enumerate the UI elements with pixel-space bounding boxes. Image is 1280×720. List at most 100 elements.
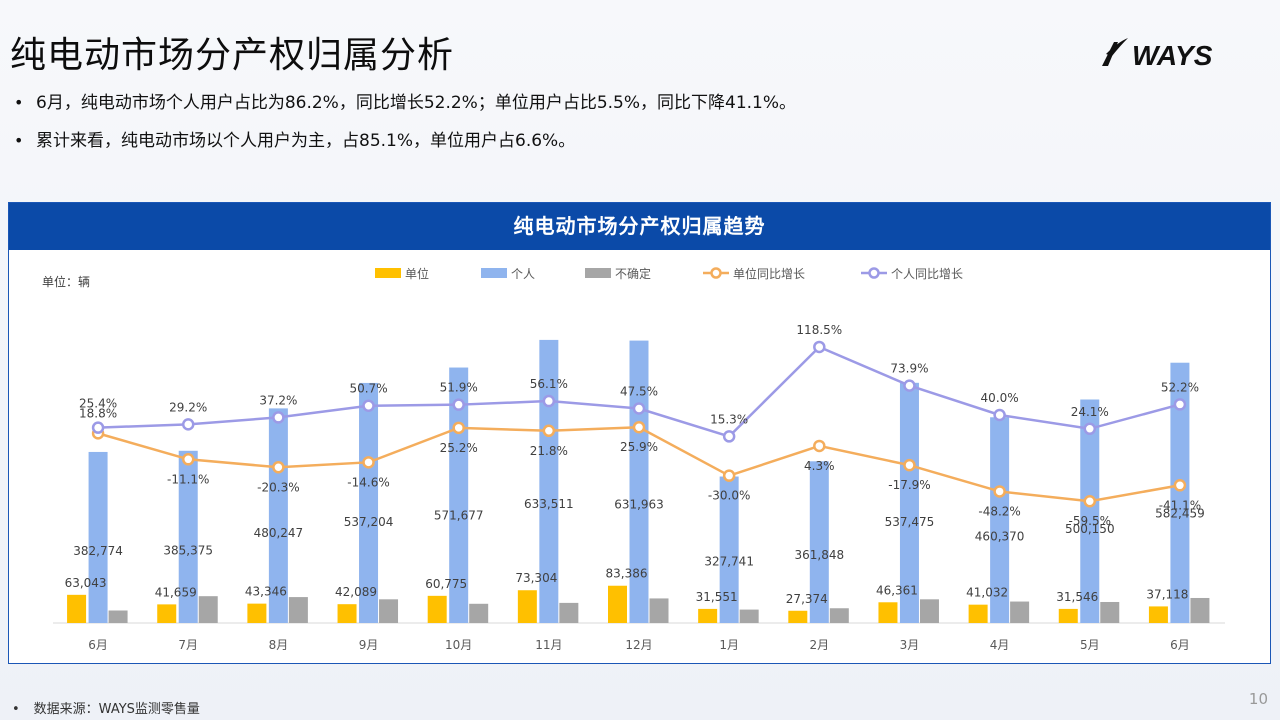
label-personal: 582,459 (1155, 507, 1205, 521)
legend-label-2: 个人 (511, 267, 535, 281)
unit-label: 单位：辆 (42, 274, 90, 289)
bar-uncertain (1100, 601, 1120, 623)
personal-yoy-point (993, 408, 1006, 422)
bar-unit (968, 604, 988, 623)
bar-personal (1080, 399, 1100, 623)
x-tick-label: 7月 (178, 638, 198, 652)
summary-bullet-1: 6月，纯电动市场个人用户占比为86.2%，同比增长52.2%；单位用户占比5.5… (12, 92, 1212, 114)
x-tick-label: 5月 (1080, 638, 1100, 652)
summary-bullets: 6月，纯电动市场个人用户占比为86.2%，同比增长52.2%；单位用户占比5.5… (12, 92, 1212, 168)
bar-unit (878, 602, 898, 623)
chart-panel: 纯电动市场分产权归属趋势 单位：辆 单位 个人 不确定 单位同比增长 个人同比增长 6月 63… (8, 202, 1271, 664)
unit-yoy-label: 25.2% (440, 441, 478, 455)
x-tick-label: 8月 (269, 638, 289, 652)
label-personal: 500,150 (1065, 522, 1115, 536)
legend-swatch-2 (481, 268, 507, 278)
bar-uncertain (829, 608, 849, 623)
label-unit: 41,032 (966, 586, 1008, 600)
legend-label-5: 个人同比增长 (891, 267, 963, 281)
unit-yoy-label: 18.8% (79, 406, 117, 420)
personal-yoy-label: 73.9% (890, 362, 928, 376)
personal-yoy-label: 24.1% (1071, 405, 1109, 419)
x-tick-label: 12月 (625, 638, 652, 652)
unit-yoy-label: -11.1% (167, 472, 209, 486)
bar-unit (608, 585, 627, 623)
personal-yoy-point (1173, 398, 1187, 411)
label-personal: 327,741 (704, 554, 754, 568)
unit-yoy-point (813, 439, 826, 453)
bar-uncertain (1190, 597, 1210, 623)
ways-logo: WAYS (1098, 34, 1220, 70)
bar-uncertain (379, 599, 399, 623)
personal-yoy-point (181, 418, 195, 431)
page-title: 纯电动市场分产权归属分析 (10, 35, 455, 76)
label-personal: 385,375 (163, 544, 213, 558)
bar-unit (67, 594, 87, 623)
bar-uncertain (919, 599, 939, 623)
legend-swatch-3 (585, 268, 611, 278)
label-unit: 31,546 (1056, 590, 1098, 604)
label-unit: 83,386 (606, 567, 648, 581)
unit-yoy-label: -20.3% (257, 480, 299, 494)
chart-title: 纯电动市场分产权归属趋势 (9, 203, 1270, 250)
personal-yoy-point (452, 398, 465, 411)
bar-personal (990, 417, 1010, 623)
bar-unit (1058, 608, 1078, 623)
unit-yoy-point (452, 421, 465, 435)
bar-personal (539, 339, 559, 623)
personal-yoy-label: 118.5% (796, 323, 842, 337)
label-personal: 361,848 (794, 548, 844, 562)
personal-yoy-label: 50.7% (349, 382, 387, 396)
bar-personal (809, 461, 829, 623)
bar-personal (719, 476, 739, 623)
label-unit: 43,346 (245, 585, 287, 599)
bar-unit (517, 590, 537, 623)
unit-yoy-point (903, 458, 916, 472)
data-source-footnote: 数据来源：WAYS监测零售量 (12, 698, 200, 717)
bar-uncertain (1010, 601, 1030, 623)
unit-yoy-point (993, 485, 1006, 498)
legend-marker-5 (868, 267, 880, 279)
page-number: 10 (1248, 690, 1268, 708)
bar-personal (88, 451, 108, 623)
personal-yoy-label: 51.9% (440, 381, 478, 395)
unit-yoy-point (632, 420, 646, 434)
unit-yoy-label: -59.5% (1069, 514, 1111, 528)
bar-uncertain (739, 609, 759, 623)
unit-yoy-label: -30.0% (708, 489, 750, 503)
bar-uncertain (288, 597, 308, 623)
bar-unit (698, 608, 718, 623)
personal-yoy-point (542, 394, 556, 408)
personal-yoy-label: 56.1% (530, 377, 568, 391)
personal-yoy-point (362, 399, 375, 412)
x-tick-label: 4月 (990, 638, 1010, 652)
x-tick-label: 1月 (719, 638, 739, 652)
summary-bullet-2: 累计来看，纯电动市场以个人用户为主，占85.1%，单位用户占6.6%。 (12, 130, 1212, 152)
bar-personal (899, 382, 919, 623)
label-unit: 42,089 (335, 585, 377, 599)
x-tick-label: 11月 (535, 638, 562, 652)
legend-marker-4 (710, 267, 722, 279)
unit-yoy-label: 21.8% (530, 444, 568, 458)
label-unit: 46,361 (876, 583, 918, 597)
unit-yoy-point (1083, 494, 1097, 508)
personal-yoy-point (272, 411, 285, 424)
personal-yoy-label: 15.3% (710, 412, 748, 426)
label-unit: 27,374 (786, 592, 828, 606)
label-personal: 480,247 (254, 526, 304, 540)
personal-yoy-label: 52.2% (1161, 380, 1199, 394)
unit-yoy-label: -41.1% (1159, 498, 1201, 512)
personal-yoy-point (1083, 422, 1097, 436)
bar-personal (1170, 362, 1190, 623)
x-tick-label: 10月 (445, 638, 472, 652)
unit-yoy-label: 4.3% (804, 459, 835, 473)
label-unit: 73,304 (515, 571, 557, 585)
label-personal: 382,774 (73, 544, 123, 558)
legend-label-3: 不确定 (615, 266, 651, 281)
bar-unit (427, 595, 447, 623)
personal-yoy-label: 25.4% (79, 397, 117, 411)
unit-yoy-point (272, 461, 285, 474)
personal-yoy-point (722, 430, 736, 443)
bar-uncertain (198, 596, 218, 623)
unit-yoy-point (722, 469, 736, 482)
